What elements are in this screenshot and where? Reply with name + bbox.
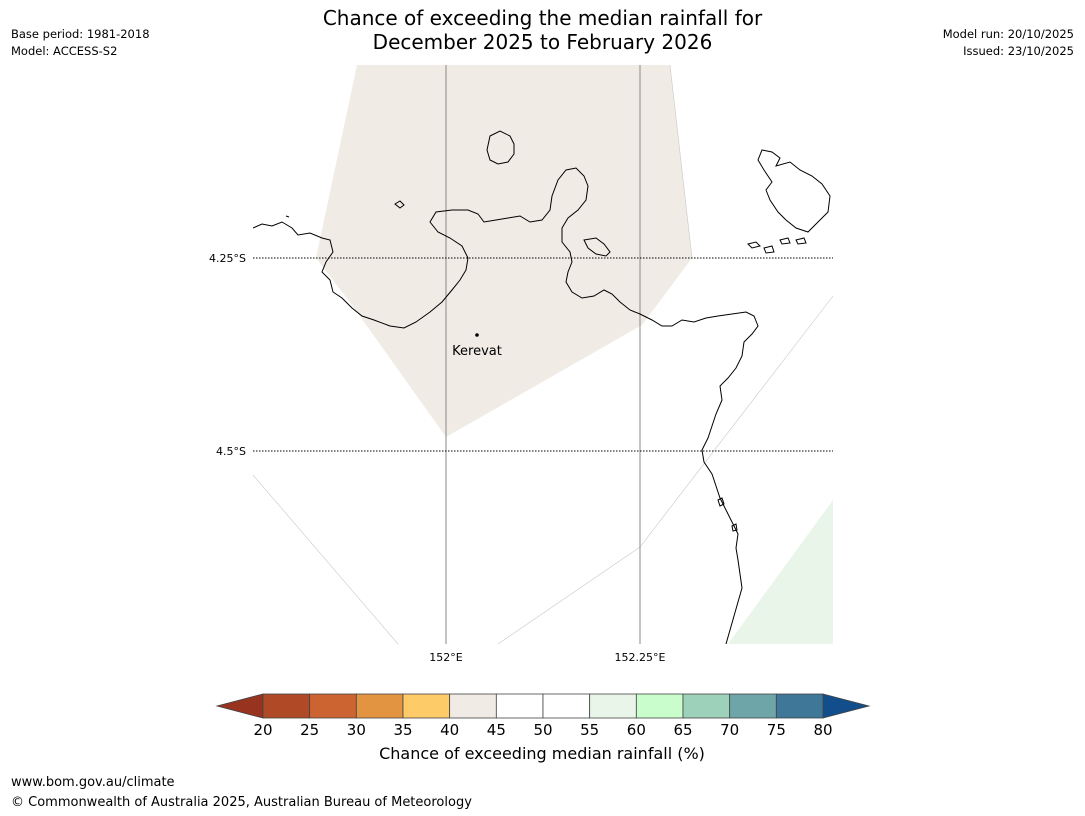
coastlines: [252, 130, 831, 645]
colorbar-segment-25-30: [309, 693, 357, 719]
colorbar-tick-45: 45: [487, 721, 506, 739]
island-northeast: [757, 149, 831, 233]
meta-left: Base period: 1981-2018 Model: ACCESS-S2: [11, 26, 150, 60]
footer-copyright: © Commonwealth of Australia 2025, Austra…: [11, 795, 472, 810]
colorbar-tick-55: 55: [580, 721, 599, 739]
colorbar-over-arrow: [822, 693, 871, 719]
colorbar-tick-20: 20: [253, 721, 272, 739]
islet-far-west: [285, 215, 290, 218]
colorbar-segment-45-50: [495, 693, 544, 719]
region-55-60-percent: [728, 500, 833, 644]
meta-right: Model run: 20/10/2025 Issued: 23/10/2025: [943, 26, 1074, 60]
islet-ne-4: [795, 237, 807, 245]
colorbar-tick-80: 80: [813, 721, 832, 739]
lat-label-4-25: 4.25°S: [209, 252, 246, 265]
islet-south-2: [731, 523, 738, 532]
footer-url[interactable]: www.bom.gov.au/climate: [11, 775, 175, 790]
colorbar-segment-40-45: [449, 693, 497, 719]
gridlines: [253, 65, 833, 644]
colorbar-under-arrow: [215, 693, 264, 719]
lon-label-152-25: 152.25°E: [615, 651, 666, 664]
contour-line-lower-left: [252, 474, 399, 645]
colorbar-tick-60: 60: [627, 721, 646, 739]
kerevat-label: Kerevat: [452, 344, 502, 359]
colorbar-tick-25: 25: [300, 721, 319, 739]
lat-label-4-5: 4.5°S: [216, 445, 246, 458]
islet-west: [394, 200, 405, 209]
bay-inlet: [583, 237, 611, 257]
colorbar-segment-60-65: [635, 693, 684, 719]
islet-ne-2: [763, 245, 775, 254]
lon-label-152: 152°E: [429, 651, 462, 664]
colorbar-segment-50-55: [542, 693, 591, 719]
colorbar-tick-50: 50: [533, 721, 552, 739]
colorbar-segment-30-35: [355, 693, 404, 719]
coastline-main: [252, 167, 759, 645]
islet-south-1: [717, 497, 725, 507]
colorbar-segment-70-75: [729, 693, 777, 719]
colorbar-tick-65: 65: [673, 721, 692, 739]
colorbar-tick-40: 40: [440, 721, 459, 739]
chart-title: Chance of exceeding the median rainfall …: [0, 6, 1085, 54]
colorbar-segment-35-40: [402, 693, 451, 719]
title-line-1: Chance of exceeding the median rainfall …: [322, 6, 763, 30]
colorbar-segment-65-70: [682, 693, 731, 719]
region-40-45-percent: [316, 65, 692, 437]
model-run-text: Model run: 20/10/2025: [942, 27, 1074, 41]
title-line-2: December 2025 to February 2026: [372, 30, 713, 54]
colorbar-segment-20-25: [262, 693, 311, 719]
colorbar-segment-55-60: [589, 693, 637, 719]
colorbar-tick-75: 75: [767, 721, 786, 739]
kerevat-marker: [475, 333, 479, 337]
colorbar: 20 25 30 35 40 45 50 55 60 65 70 75 80: [215, 693, 871, 739]
colorbar-tick-35: 35: [393, 721, 412, 739]
colorbar-tick-70: 70: [720, 721, 739, 739]
colorbar-tick-30: 30: [347, 721, 366, 739]
issued-text: Issued: 23/10/2025: [963, 44, 1074, 58]
islet-ne-1: [747, 241, 761, 249]
colorbar-title: Chance of exceeding median rainfall (%): [379, 744, 705, 763]
contour-line-upper-edge: [669, 64, 693, 259]
island-north: [486, 130, 515, 165]
islet-ne-3: [779, 237, 791, 245]
colorbar-segment-75-80: [775, 693, 824, 719]
model-text: Model: ACCESS-S2: [11, 44, 118, 58]
base-period-text: Base period: 1981-2018: [11, 27, 150, 41]
